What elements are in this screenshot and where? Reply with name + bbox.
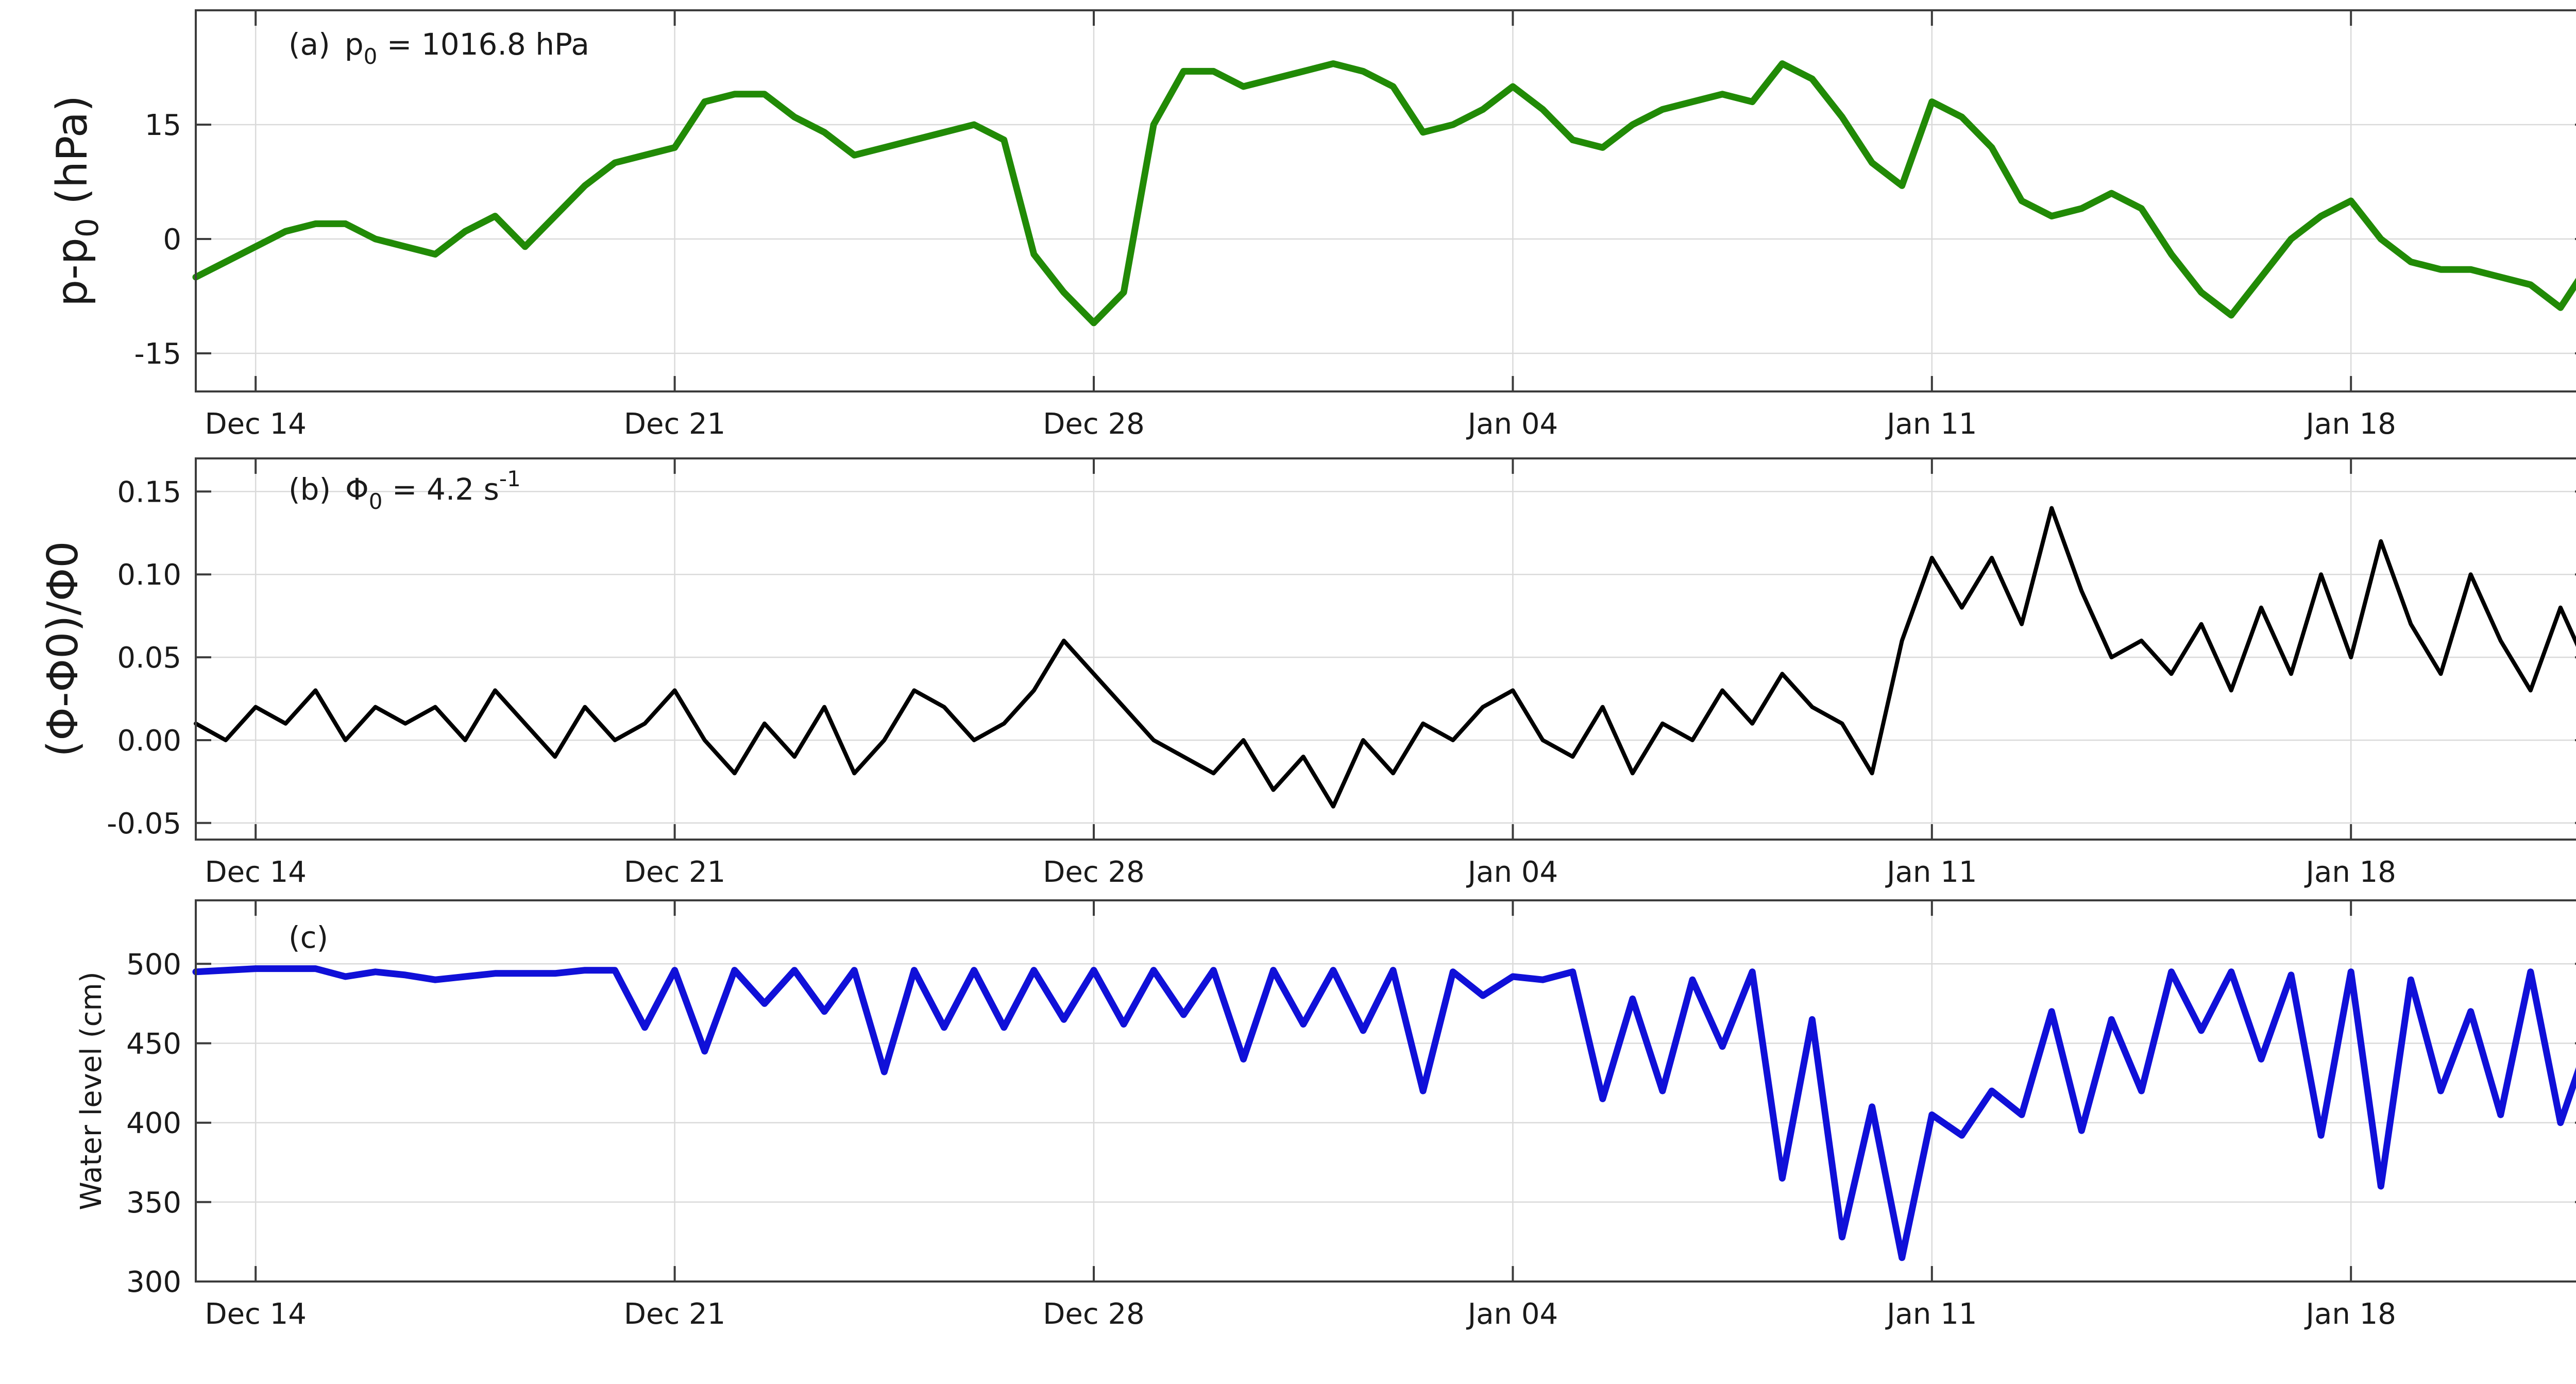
panel-a-xtick-label: Jan 11 [1885,407,1977,441]
panel-a-ylabel: p-p0 (hPa) [48,95,106,306]
panel-b-ytick-label: 0.05 [117,641,181,675]
panel-b-annotation-symbol: Φ [345,472,369,507]
panel-a-ytick-label: 15 [145,109,181,142]
panel-b: Dec 14 Dec 21 Dec 28 Jan 04 Jan 11 Jan 18 -0.0… [39,457,2576,889]
panel-c-xtick-label: Jan 11 [1885,1297,1977,1331]
panel-b-ytick-label: 0.00 [117,724,181,758]
panel-c-plot-area [196,900,2576,1282]
panel-a-grid [196,10,2576,391]
panel-b-annotation-text: = 4.2 s [382,472,499,507]
panel-b-ylabel: (Φ-Φ0)/Φ0 [39,541,88,757]
panel-b-series-line [194,506,2576,809]
panel-b-letter: (b) [289,472,331,507]
panel-c-ytick-label: 500 [126,948,181,981]
panel-b-annotation-subscript: 0 [369,489,383,514]
panel-b-ytick-label: 0.15 [117,475,181,509]
panel-b-ytick-label: 0.10 [117,558,181,592]
panel-b-xtick-label: Jan 04 [1466,856,1558,889]
panel-c-label: (c) [289,920,328,955]
panel-c-xtick-label: Dec 21 [624,1297,725,1331]
panel-c-ytick-label: 450 [126,1028,181,1061]
panel-a-xtick-label: Dec 14 [205,407,306,441]
panel-b-frame [195,457,2576,841]
panel-c-series-line [192,965,2576,1261]
panel-a-ytick-label: -15 [134,337,181,371]
panel-b-xtick-label: Dec 14 [205,856,306,889]
panel-a-annotation-text: = 1016.8 hPa [377,27,589,62]
panel-b-grid [196,458,2576,840]
panel-c-xtick-label: Jan 18 [2304,1297,2396,1331]
panel-a-label: (a) p0 = 1016.8 hPa [289,27,589,69]
panel-a-ticks: Dec 14 Dec 21 Dec 28 Jan 04 Jan 11 Jan 18 -15 0… [134,10,2576,441]
panel-c-ylabel: Water level (cm) [75,971,108,1210]
panel-c-frame [195,899,2576,1283]
panel-c-xtick-label: Dec 28 [1043,1297,1144,1331]
panel-a-frame [195,9,2576,392]
panel-c-ytick-label: 300 [126,1266,181,1299]
panel-c-ytick-label: 350 [126,1186,181,1220]
panel-a-xtick-label: Jan 18 [2304,407,2396,441]
panel-a-annotation-subscript: 0 [364,44,378,69]
panel-a: Dec 14 Dec 21 Dec 28 Jan 04 Jan 11 Jan 18 -15 0… [48,9,2576,441]
panel-a-annotation-symbol: p [345,27,364,62]
panel-b-xtick-label: Dec 21 [624,856,725,889]
panel-b-xtick-label: Jan 11 [1885,856,1977,889]
panel-b-annotation-superscript: -1 [499,466,521,491]
panel-a-ylabel-suffix: (hPa) [48,95,97,218]
panel-c: Dec 14 Dec 21 Dec 28 Jan 04 Jan 11 Jan 18 300 3… [75,899,2576,1331]
panel-a-ylabel-main: p-p [48,237,97,306]
panel-b-ytick-label: -0.05 [107,807,181,841]
panel-c-xtick-label: Dec 14 [205,1297,306,1331]
panel-a-ytick-label: 0 [163,223,181,257]
panel-a-plot-area [196,10,2576,391]
panel-a-xtick-label: Dec 21 [624,407,725,441]
panel-b-xtick-label: Dec 28 [1043,856,1144,889]
panel-a-series-line [192,60,2576,327]
panel-c-ticks: Dec 14 Dec 21 Dec 28 Jan 04 Jan 11 Jan 18 300 3… [126,900,2576,1331]
panel-a-xtick-label: Jan 04 [1466,407,1558,441]
panel-b-label: (b) Φ0 = 4.2 s-1 [289,466,521,514]
panel-b-plot-area [196,458,2576,840]
panel-a-letter: (a) [289,27,330,62]
panel-a-ylabel-subscript: 0 [70,218,106,237]
panel-c-ytick-label: 400 [126,1107,181,1140]
panel-b-xtick-label: Jan 18 [2304,856,2396,889]
panel-a-xtick-label: Dec 28 [1043,407,1144,441]
panel-b-ticks: Dec 14 Dec 21 Dec 28 Jan 04 Jan 11 Jan 18 -0.0… [107,458,2576,889]
panel-c-xtick-label: Jan 04 [1466,1297,1558,1331]
